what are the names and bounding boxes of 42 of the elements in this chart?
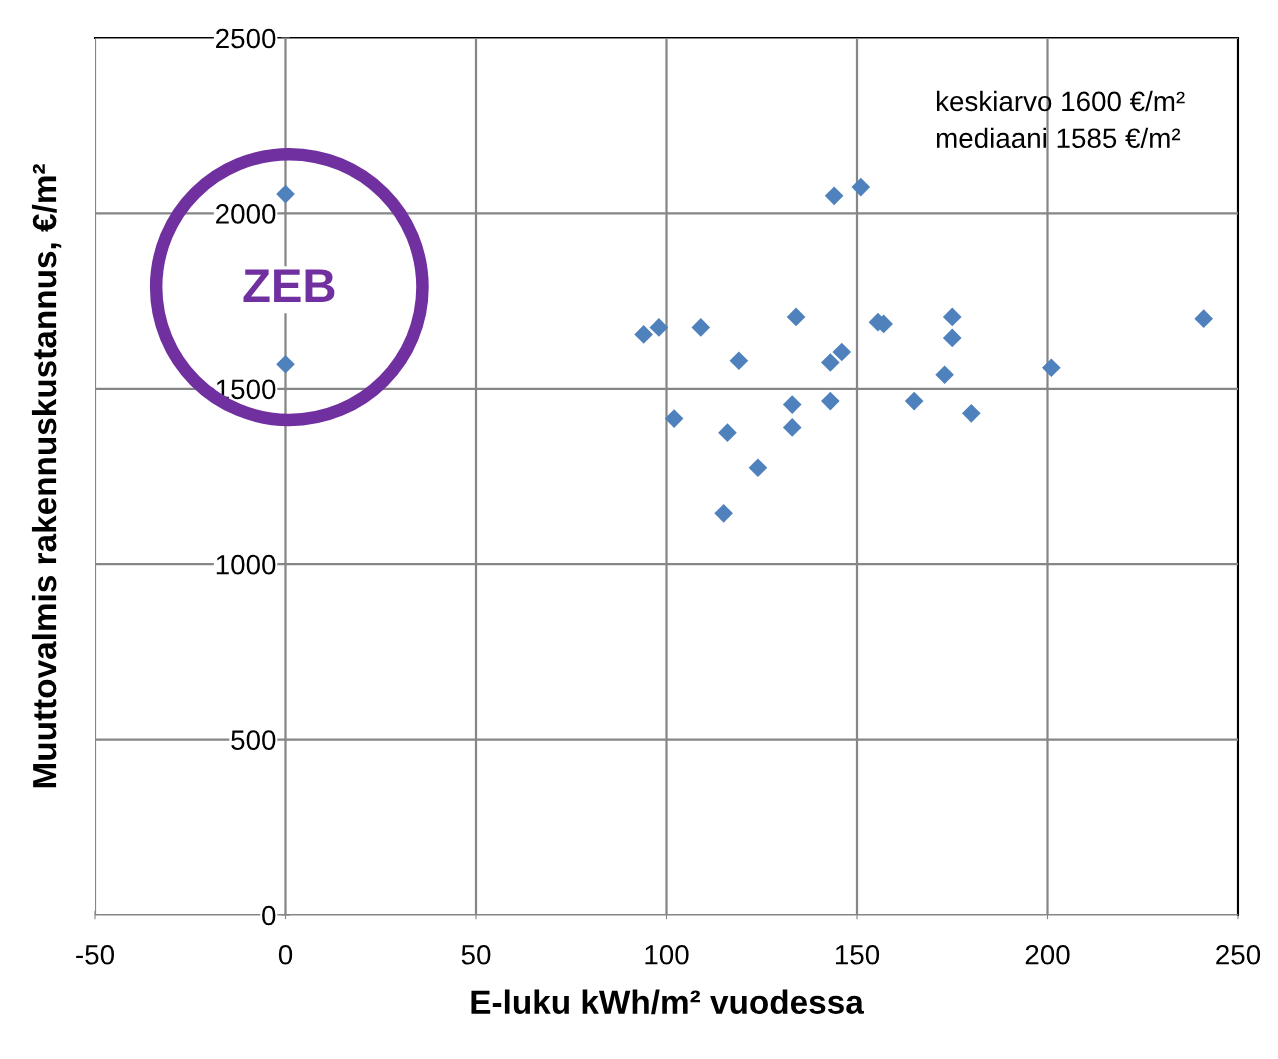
point [782,395,802,414]
point [821,391,840,411]
point [832,342,852,362]
point [821,353,840,372]
y-tick-label: 2500 [216,28,276,49]
y-tick-label: 1000 [216,554,276,575]
point [782,418,802,437]
y-tick-label: 2000 [216,204,276,224]
point [1194,309,1214,328]
point [786,307,806,327]
x-axis-title: E-luku kWh/m² vuodessa [471,989,864,1015]
x-tick-label: 250 [1216,944,1261,965]
y-tick-label: 500 [231,730,276,750]
x-tick-label: 100 [645,944,689,965]
x-tick-label: 200 [1025,944,1070,965]
x-tick-label: 50 [461,944,491,965]
point [904,391,924,411]
point [961,404,981,423]
point [276,354,295,374]
annotation: keskiarvo 1600 €/m² [936,90,1185,112]
x-tick-label: -50 [76,944,114,965]
point [935,365,954,385]
point [718,423,737,442]
point [649,318,669,337]
point [824,186,844,206]
x-tick-label: 0 [278,944,293,965]
point [664,409,684,428]
point [634,325,653,344]
x-tick-label: 150 [835,944,880,965]
point [276,184,295,204]
point [942,307,962,327]
point [748,458,768,478]
annotation: mediaani 1585 €/m² [936,127,1181,149]
point [1041,358,1061,378]
point [729,351,749,371]
annotation: ZEB [243,269,335,302]
y-tick-label: 0 [262,905,276,926]
point [942,328,962,348]
point [714,504,733,523]
point [691,318,711,337]
y-axis-title: Muuttovalmis rakennuskustannus, €/m² [31,164,62,788]
point [851,177,871,197]
